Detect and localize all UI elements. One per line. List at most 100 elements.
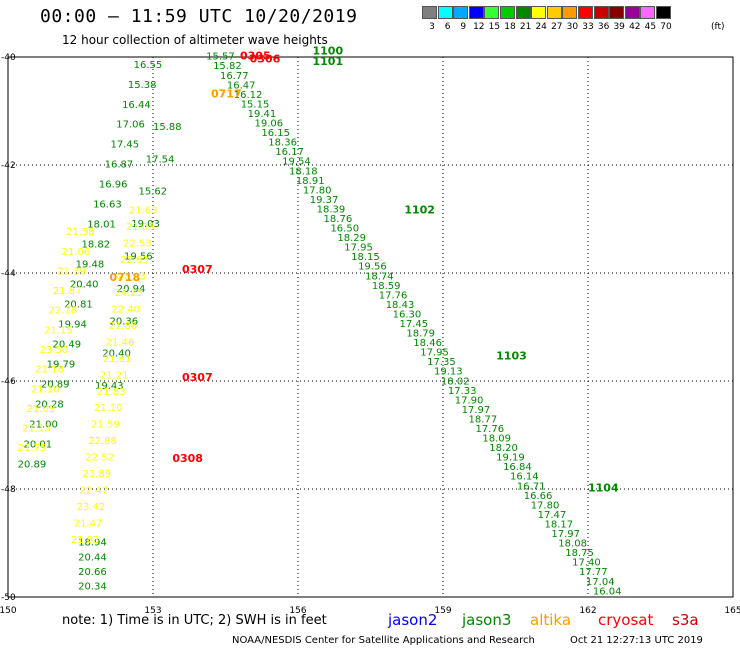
color-scale-label: 15 [488,22,501,32]
satellite-jason3: jason3 [462,611,512,629]
data-label-jason3-west: 20.49 [52,340,81,351]
color-scale-swatch [593,6,609,19]
data-label-jason3: 18.77 [469,414,498,425]
data-label-jason3-west: 20.81 [64,300,93,311]
data-label-jason3: 17.95 [344,243,373,254]
color-scale-swatch [562,6,578,19]
data-label-jason3: 18.02 [441,376,470,387]
y-tick-label: -50 [1,593,16,603]
data-label-altika: 21.18 [35,365,64,376]
data-label-altika: 22.52 [85,453,114,464]
data-label-jason3: 18.20 [489,443,518,454]
x-tick-label: 150 [0,606,17,616]
data-label-jason3-west: 18.82 [81,240,110,251]
data-label-jason3: 18.39 [317,204,346,215]
color-scale-label: 42 [629,22,641,32]
color-scale-swatch [578,6,593,19]
color-scale-swatch [515,6,531,19]
data-label-jason3-west: 19.48 [76,260,105,271]
data-label-jason3: 19.13 [434,367,463,378]
data-label-altika: 21.83 [71,535,100,546]
data-label-jason3-west: 20.94 [117,284,146,295]
satellite-s3a: s3a [672,611,699,629]
data-label-altika: 21.09 [26,404,55,415]
data-label-jason3: 16.14 [510,472,539,483]
footer-note: note: 1) Time is in UTC; 2) SWH is in fe… [62,613,327,628]
data-label-jason3: 19.54 [282,157,311,168]
credit-line: NOAA/NESDIS Center for Satellite Applica… [232,635,535,646]
color-scale-label: 70 [660,22,672,32]
time-label: 0718 [110,271,141,284]
data-label-jason3: 17.47 [538,510,567,521]
color-scale-label: 36 [597,22,610,32]
data-label-jason3: 17.76 [379,290,408,301]
data-label-jason3-west: 17.06 [116,120,145,131]
color-scale-swatch [422,6,437,19]
data-label-jason3: 18.29 [337,233,366,244]
data-label-altika: 22.47 [80,486,109,497]
color-scale-swatch [609,6,625,19]
data-label-cryosat: 20.66 [78,567,107,578]
data-label-jason3: 19.37 [310,195,339,206]
data-label-jason3: 19.41 [248,109,277,120]
y-tick-label: -44 [1,269,16,279]
data-label-altika: 22.18 [48,306,77,317]
data-label-altika: 21.59 [91,420,120,431]
data-label-jason3: 18.79 [406,329,435,340]
data-label-altika: 23.89 [82,469,111,480]
data-label-jason3-west: 20.36 [110,316,139,327]
data-label-altika: 22.53 [123,239,152,250]
data-label-altika: 21.06 [62,247,91,258]
color-scale-swatch [531,6,547,19]
satellite-jason2: jason2 [388,611,438,629]
color-scale-label: 27 [551,22,563,32]
data-label-jason3: 16.04 [593,586,622,597]
data-label-jason3-west: 16.55 [134,60,163,71]
data-label-jason3: 17.97 [551,529,580,540]
data-label-jason3: 18.74 [365,271,394,282]
color-scale-swatch [640,6,656,19]
data-label-altika: 23.42 [77,502,106,513]
data-label-altika: 24.25 [114,288,143,299]
color-scale-swatch [453,6,469,19]
data-label-altika: 23.50 [40,345,69,356]
data-label-jason3-west: 20.40 [102,349,131,360]
data-label-jason3-west: 19.03 [131,219,160,230]
data-label-jason3: 16.17 [275,147,304,158]
satellite-altika: altika [530,611,572,629]
generated-timestamp: Oct 21 12:27:13 UTC 2019 [570,635,703,646]
data-label-jason3: 15.15 [241,99,270,110]
color-scale-label: 21 [519,22,532,32]
data-label-jason3: 16.12 [234,90,263,101]
data-label-jason3-west: 16.44 [122,100,151,111]
color-scale-label: 3 [429,22,435,32]
x-tick-label: 162 [579,606,596,616]
data-label-jason3: 17.80 [531,500,560,511]
data-label-altika: 21.63 [129,206,158,217]
data-label-jason3: 17.45 [400,319,429,330]
data-label-altika: 23.03 [117,271,146,282]
data-label-altika: 21.81 [103,354,132,365]
time-label: 0717 [211,88,242,101]
data-label-jason3: 17.33 [448,386,477,397]
color-scale-label: 33 [582,22,594,32]
y-tick-label: -46 [1,377,16,387]
x-tick-label: 159 [434,606,451,616]
data-label-jason3: 17.97 [462,405,491,416]
y-tick-label: -48 [1,485,16,495]
time-label: 0305 [240,50,271,63]
data-label-jason3-west: 16.63 [93,200,122,211]
data-label-altika: 22.63 [120,255,149,266]
data-label-jason3-west: 20.01 [23,439,52,450]
color-scale-label: 9 [460,22,467,32]
color-scale-swatch [468,6,484,19]
data-label-jason3-west: 19.56 [124,252,153,263]
data-label-jason3-west: 20.40 [70,280,99,291]
data-label-jason3: 17.80 [303,185,332,196]
time-label: 0308 [172,452,203,465]
time-label: 1103 [496,349,527,362]
data-label-jason3-west: 19.79 [47,360,76,371]
data-label-jason3: 18.75 [565,548,594,559]
color-scale-swatch [500,6,515,19]
